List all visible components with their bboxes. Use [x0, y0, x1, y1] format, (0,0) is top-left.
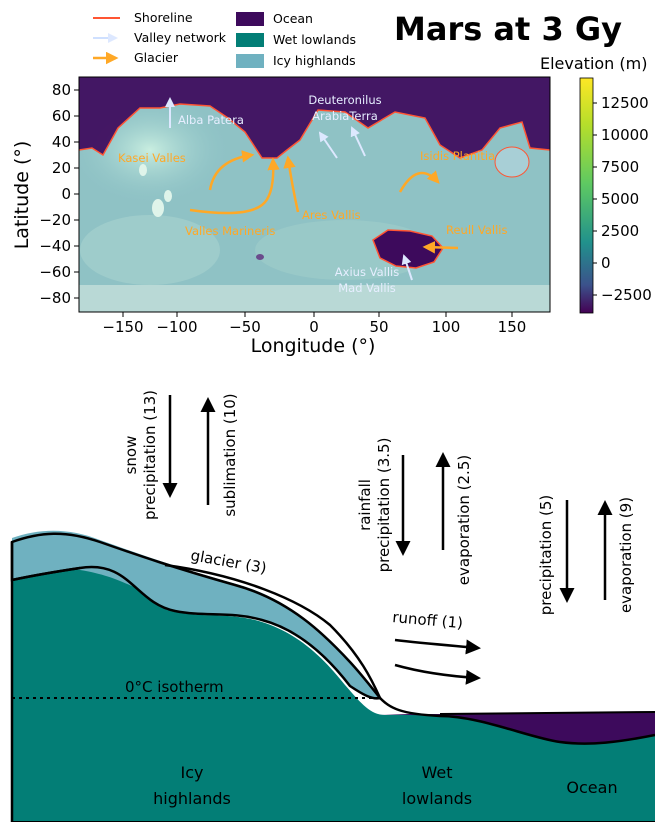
region-wet-line2: lowlands — [402, 789, 472, 808]
legend-shoreline-label: Shoreline — [134, 10, 193, 25]
highland-patch — [80, 215, 220, 285]
runoff-arrow-icon — [394, 663, 481, 685]
label-mad-vallis: Mad Vallis — [338, 281, 396, 295]
region-icy-line2: highlands — [153, 789, 231, 808]
glacier-arrow-icon — [283, 155, 300, 213]
ocean-evaporation-label: evaporation (9) — [617, 497, 635, 613]
ocean-precipitation-label: precipitation (5) — [537, 495, 555, 616]
colorbar-scale — [579, 77, 594, 314]
colorbar-tick: 12500 — [601, 94, 649, 112]
y-tick-label: −60 — [39, 263, 71, 281]
glacier-arrow-icon — [208, 150, 255, 191]
glacier-arrow-icon — [189, 157, 280, 215]
legend-wet-label: Wet lowlands — [273, 32, 356, 47]
lowland-evaporation-label: evaporation (2.5) — [455, 455, 473, 585]
glacier-label: glacier (3) — [189, 546, 268, 577]
region-wet-line1: Wet — [422, 763, 453, 782]
legend-icy-label: Icy highlands — [273, 53, 356, 68]
legend-valley-label: Valley network — [134, 30, 227, 45]
crater-marker — [256, 254, 264, 260]
sublimation-label: sublimation (10) — [221, 393, 239, 516]
region-icy-line1: Icy — [181, 763, 204, 782]
colorbar-tick: 10000 — [601, 126, 649, 144]
colorbar-tick: 0 — [601, 254, 611, 272]
label-deuteronilus: Deuteronilus — [308, 93, 381, 107]
wet-lowlands-legend-swatch — [236, 33, 264, 47]
colorbar-tick: 5000 — [601, 190, 639, 208]
isotherm-label: 0°C isotherm — [125, 678, 224, 696]
colorbar: Elevation (m) 12500 10000 7500 5000 2500… — [540, 54, 652, 314]
y-tick-label: −40 — [39, 237, 71, 255]
elysium-highland — [494, 146, 530, 178]
south-polar-band — [79, 285, 550, 312]
y-tick-label: 80 — [52, 81, 71, 99]
y-tick-label: 0 — [61, 185, 71, 203]
sea-surface — [439, 711, 655, 715]
x-axis: −150 −100 −50 0 50 100 150 Longitude (°) — [102, 312, 526, 357]
colorbar-tick: −2500 — [601, 286, 652, 304]
wet-lowlands-ground — [12, 535, 655, 822]
region-ocean-label: Ocean — [566, 778, 617, 797]
ocean-legend-swatch — [236, 12, 264, 26]
cross-section: 0°C isotherm glacier (3) runoff (1) snow… — [10, 390, 655, 822]
x-axis-label: Longitude (°) — [251, 335, 376, 357]
label-kasei-valles: Kasei Valles — [118, 151, 186, 165]
hellas-ocean — [372, 229, 444, 269]
legend-ocean-label: Ocean — [273, 11, 313, 26]
valley-arrow-icon — [350, 126, 366, 157]
glacier-arrow-icon — [422, 241, 459, 254]
snow-label-line2: precipitation (13) — [141, 390, 159, 520]
ocean-body — [380, 712, 655, 744]
colorbar-tick: 2500 — [601, 222, 639, 240]
y-axis-label: Latitude (°) — [11, 141, 33, 250]
rainfall-label-line1: rainfall — [356, 479, 374, 531]
x-tick-label: 100 — [432, 318, 461, 336]
glacier-flow-line — [164, 563, 382, 699]
icy-highlands-layer — [12, 530, 380, 700]
volcano-marker — [152, 199, 164, 217]
y-tick-label: −20 — [39, 211, 71, 229]
ground-outline — [10, 542, 655, 822]
label-alba-patera: Alba Patera — [178, 113, 244, 127]
icy-highlands-legend-swatch — [236, 54, 264, 68]
y-tick-label: 40 — [52, 133, 71, 151]
icy-highlands-outline — [10, 532, 383, 700]
label-axius-vallis: Axius Vallis — [335, 265, 399, 279]
y-axis: 80 60 40 20 0 −20 −40 −60 −80 Latitude (… — [11, 81, 79, 307]
x-tick-label: 0 — [309, 318, 319, 336]
y-tick-label: −80 — [39, 289, 71, 307]
mars-map: Alba Patera Deuteronilus ArabiaTerra Axi… — [11, 54, 652, 357]
legend-glacier-label: Glacier — [134, 50, 179, 65]
y-tick-label: 20 — [52, 159, 71, 177]
volcano-marker — [164, 190, 172, 202]
label-isidis-planitia: Isidis Planitia — [420, 149, 495, 163]
northern-shoreline — [79, 103, 550, 159]
runoff-label: runoff (1) — [392, 608, 464, 632]
y-tick-label: 60 — [52, 107, 71, 125]
x-tick-label: −50 — [229, 318, 261, 336]
x-tick-label: 50 — [369, 318, 388, 336]
valley-arrow-icon — [401, 254, 413, 281]
rainfall-label-line2: precipitation (3.5) — [375, 438, 393, 573]
x-tick-label: −100 — [156, 318, 197, 336]
colorbar-tick: 7500 — [601, 158, 639, 176]
runoff-arrow-icon — [394, 638, 481, 655]
valley-arrow-icon — [318, 131, 338, 159]
label-arabia-terra: ArabiaTerra — [312, 109, 378, 123]
legend: Shoreline Valley network Glacier Ocean W… — [93, 10, 356, 68]
x-tick-label: −150 — [102, 318, 143, 336]
label-reull-vallis: Reull Vallis — [446, 223, 507, 237]
figure-title: Mars at 3 Gy — [394, 10, 622, 48]
northern-ocean — [79, 77, 550, 158]
glacier-arrow-icon — [398, 170, 440, 193]
label-valles-marineris: Valles Marineris — [185, 224, 275, 238]
x-tick-label: 150 — [498, 318, 527, 336]
snow-label-line1: snow — [122, 436, 140, 475]
label-ares-vallis: Ares Vallis — [302, 208, 361, 222]
volcano-marker — [139, 164, 147, 176]
colorbar-title: Elevation (m) — [540, 54, 647, 73]
